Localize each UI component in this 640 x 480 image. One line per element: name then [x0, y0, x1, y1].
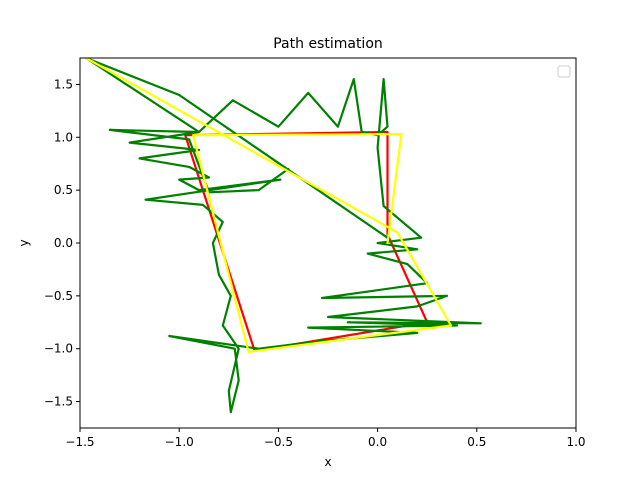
y-tick-label: 0.0: [54, 236, 73, 250]
chart-title: Path estimation: [273, 36, 383, 52]
y-tick-label: −1.5: [44, 395, 73, 409]
y-axis-label: y: [17, 239, 31, 246]
y-tick-label: 1.5: [54, 77, 73, 91]
x-tick-label: 0.0: [368, 435, 387, 449]
x-tick-label: 1.0: [566, 435, 585, 449]
series-line-3: [84, 58, 453, 353]
series-line-1: [184, 130, 429, 352]
y-axis-ticks: −1.5 −1.0 −0.5 0.0 0.5 1.0 1.5: [44, 77, 80, 409]
x-axis-ticks: −1.5 −1.0 −0.5 0.0 0.5 1.0: [65, 428, 586, 449]
plot-area: [79, 57, 577, 429]
x-axis-label: x: [324, 455, 331, 469]
x-tick-label: −1.0: [165, 435, 194, 449]
y-tick-label: −1.0: [44, 342, 73, 356]
y-tick-label: 0.5: [54, 183, 73, 197]
x-tick-label: 0.5: [467, 435, 486, 449]
x-tick-label: −0.5: [264, 435, 293, 449]
y-tick-label: 1.0: [54, 130, 73, 144]
legend-box[interactable]: [557, 65, 571, 78]
y-tick-label: −0.5: [44, 289, 73, 303]
axes-background: [80, 58, 576, 428]
series-layer: [84, 58, 482, 414]
x-tick-label: −1.5: [65, 435, 94, 449]
